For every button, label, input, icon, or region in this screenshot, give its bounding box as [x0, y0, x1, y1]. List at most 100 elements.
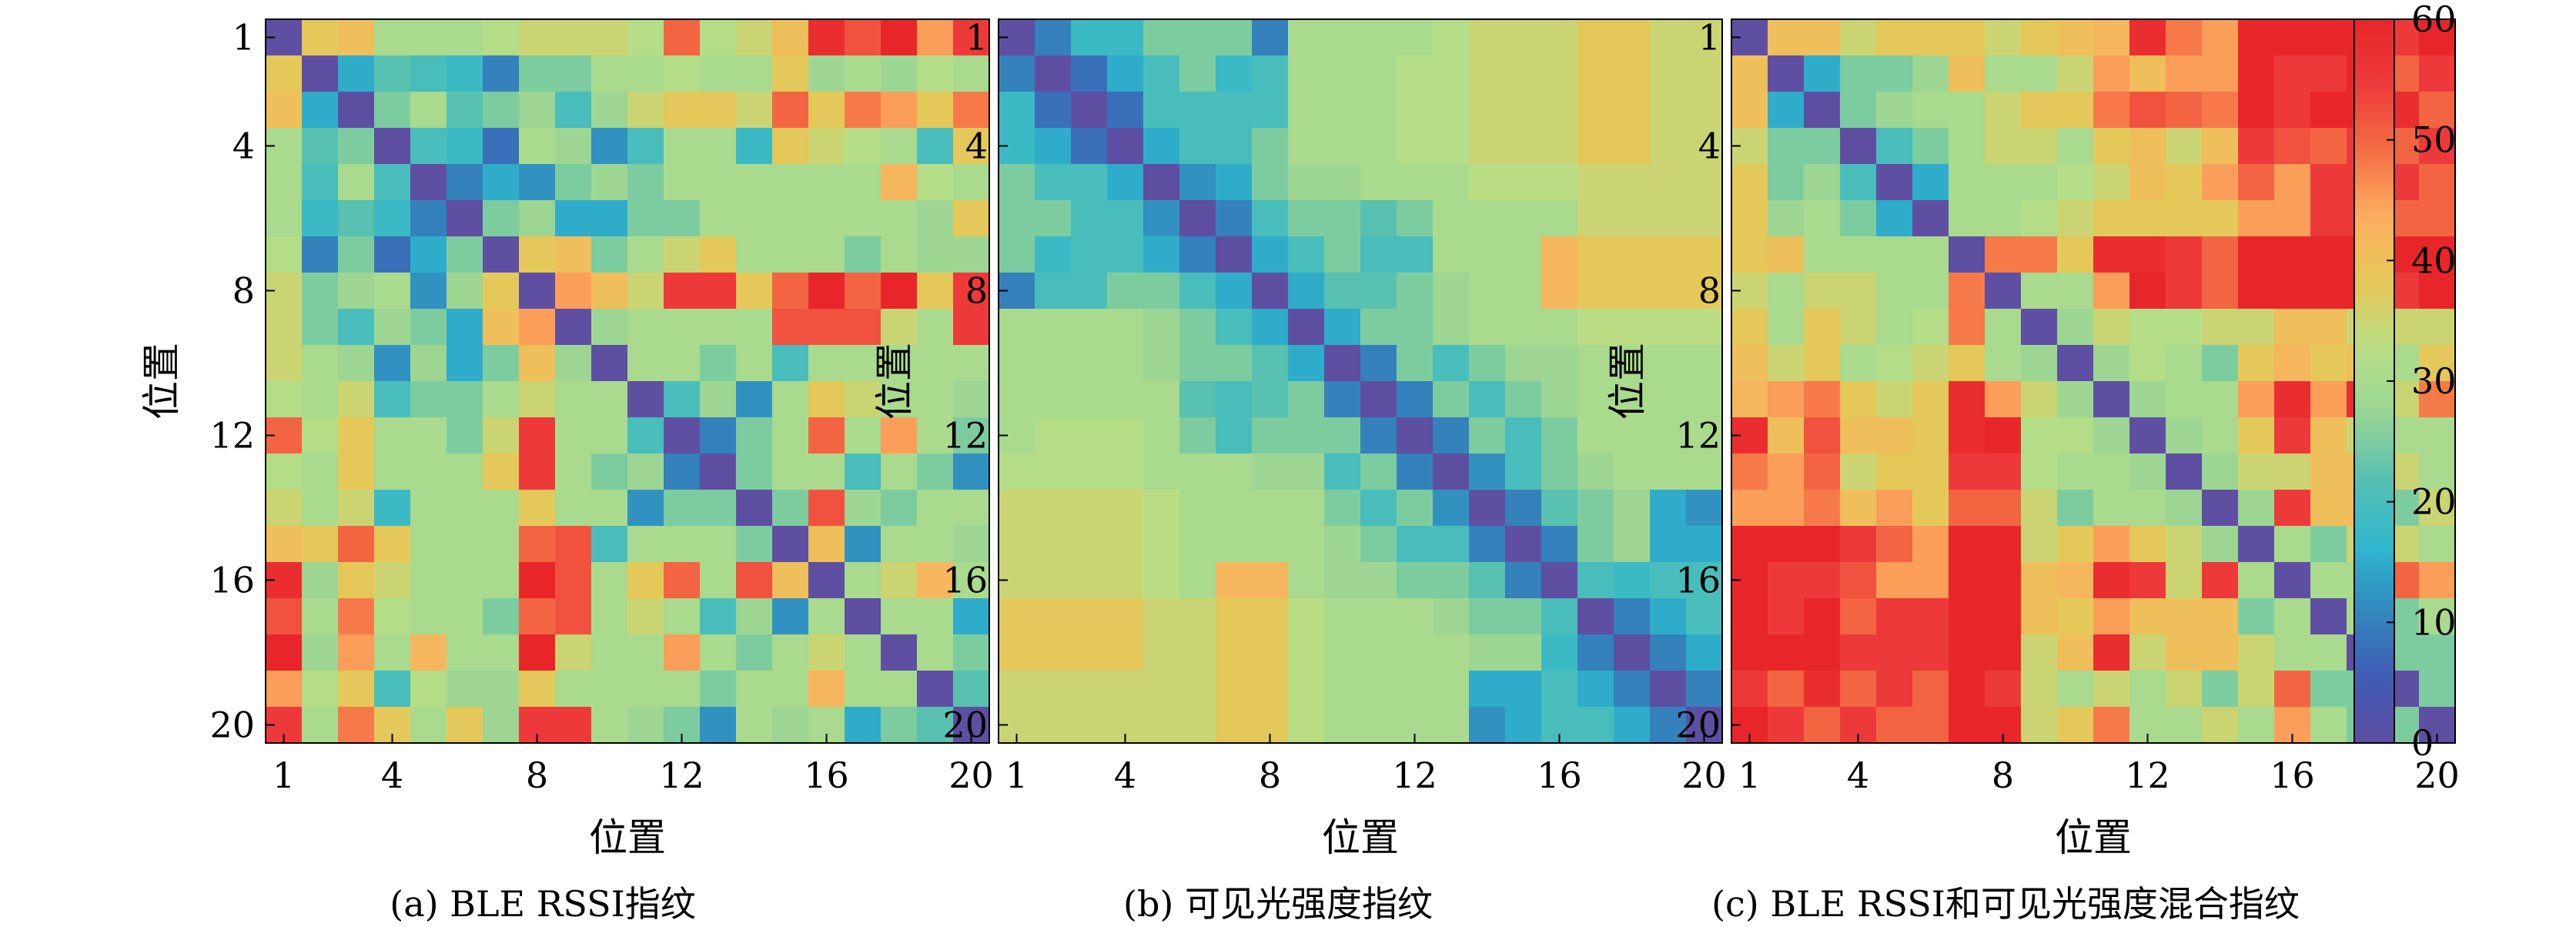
heatmap-cell — [1614, 128, 1651, 165]
heatmap-cell — [374, 273, 411, 310]
heatmap-cell — [266, 200, 303, 237]
heatmap-cell — [1179, 417, 1216, 454]
heatmap-cell — [627, 634, 664, 671]
heatmap-cell — [555, 200, 592, 237]
heatmap-cell — [2129, 309, 2166, 346]
heatmap-cell — [1216, 598, 1253, 635]
heatmap-cell — [2202, 200, 2239, 237]
colorbar: 0 10 20 30 40 50 60 — [2354, 0, 2457, 764]
heatmap-cell — [1107, 671, 1144, 708]
heatmap-cell — [2419, 128, 2456, 165]
heatmap-cell — [1577, 381, 1614, 418]
heatmap-cell — [1143, 273, 1180, 310]
heatmap-cell — [1686, 55, 1723, 92]
heatmap-cell — [1216, 671, 1253, 708]
heatmap-cell — [1143, 526, 1180, 563]
heatmap-cell — [2129, 598, 2166, 635]
heatmap-cell — [1433, 309, 1470, 346]
heatmap-cell — [1035, 453, 1072, 490]
heatmap-cell — [338, 200, 375, 237]
y-tick-label: 1 — [965, 17, 988, 59]
heatmap-cell — [1541, 417, 1578, 454]
heatmap-cell — [2238, 345, 2275, 382]
heatmap-cell — [1071, 92, 1108, 129]
heatmap-cell — [881, 562, 918, 599]
heatmap-cell — [1433, 381, 1470, 418]
heatmap-cell — [736, 526, 773, 563]
heatmap-cell — [1985, 236, 2022, 273]
heatmap-cell — [2202, 671, 2239, 708]
heatmap-cell — [1768, 453, 1805, 490]
colorbar-tick-label: 10 — [2411, 601, 2457, 643]
heatmap-cell — [1768, 417, 1805, 454]
heatmap-cell — [999, 92, 1035, 129]
heatmap-cell — [845, 236, 882, 273]
heatmap-cell — [1949, 562, 1986, 599]
heatmap-cell — [664, 309, 701, 346]
heatmap-cell — [1912, 128, 1949, 165]
heatmap-cell — [2129, 634, 2166, 671]
heatmap-cell — [2419, 309, 2456, 346]
heatmap-cell — [772, 526, 809, 563]
heatmap-cell — [2021, 345, 2058, 382]
heatmap-cell — [700, 526, 737, 563]
heatmap-cell — [447, 562, 483, 599]
heatmap-cell — [519, 490, 556, 527]
heatmap-cell — [845, 273, 882, 310]
heatmap-cell — [2310, 598, 2347, 635]
heatmap-cell — [2202, 634, 2239, 671]
heatmap-cell — [1433, 128, 1470, 165]
heatmap-cell — [2129, 55, 2166, 92]
heatmap-cell — [1614, 526, 1651, 563]
heatmap-cell — [519, 453, 556, 490]
heatmap-cell — [2238, 309, 2275, 346]
heatmap-cell — [2310, 345, 2347, 382]
heatmap-cell — [1288, 55, 1325, 92]
heatmap-cell — [302, 707, 339, 744]
heatmap-cell — [2274, 634, 2311, 671]
heatmap-cell — [1179, 236, 1216, 273]
heatmap-cell — [1949, 490, 1986, 527]
x-tick-label: 16 — [804, 755, 849, 796]
heatmap-cell — [1577, 634, 1614, 671]
heatmap-cell — [953, 381, 990, 418]
heatmap-cell — [1360, 634, 1397, 671]
heatmap-cell — [1252, 453, 1289, 490]
heatmap-cell — [2166, 273, 2203, 310]
heatmap-cell — [1804, 598, 1841, 635]
heatmap-cell — [1840, 55, 1877, 92]
heatmap-cell — [2093, 164, 2130, 201]
heatmap-cell — [1505, 236, 1542, 273]
heatmap-cell — [881, 598, 918, 635]
heatmap-cell — [1505, 273, 1542, 310]
heatmap-cell — [736, 707, 773, 744]
heatmap-cell — [1107, 417, 1144, 454]
heatmap-cell — [555, 490, 592, 527]
heatmap-cell — [302, 671, 339, 708]
heatmap-cell — [1035, 671, 1072, 708]
heatmap-cell — [808, 92, 845, 129]
heatmap-cell — [1949, 273, 1986, 310]
heatmap-cell — [999, 200, 1035, 237]
heatmap-cell — [1505, 671, 1542, 708]
caption-c: (c) BLE RSSI和可见光强度混合指纹 — [1711, 883, 2300, 925]
heatmap-cell — [1804, 453, 1841, 490]
heatmap-cell — [1985, 164, 2022, 201]
heatmap-cell — [845, 562, 882, 599]
heatmap-cell — [555, 164, 592, 201]
heatmap-cell — [519, 309, 556, 346]
heatmap-cell — [1035, 417, 1072, 454]
heatmap-cell — [845, 92, 882, 129]
heatmap-cell — [1433, 55, 1470, 92]
heatmap-cell — [1324, 19, 1361, 56]
heatmap-cell — [2238, 453, 2275, 490]
heatmap-cell — [2021, 200, 2058, 237]
heatmap-cell — [2129, 526, 2166, 563]
heatmap-cell — [1804, 200, 1841, 237]
heatmap-cell — [845, 345, 882, 382]
heatmap-cell — [1505, 309, 1542, 346]
heatmap-cell — [410, 671, 447, 708]
heatmap-cell — [302, 453, 339, 490]
heatmap-cell — [2202, 19, 2239, 56]
heatmap-cell — [2021, 164, 2058, 201]
